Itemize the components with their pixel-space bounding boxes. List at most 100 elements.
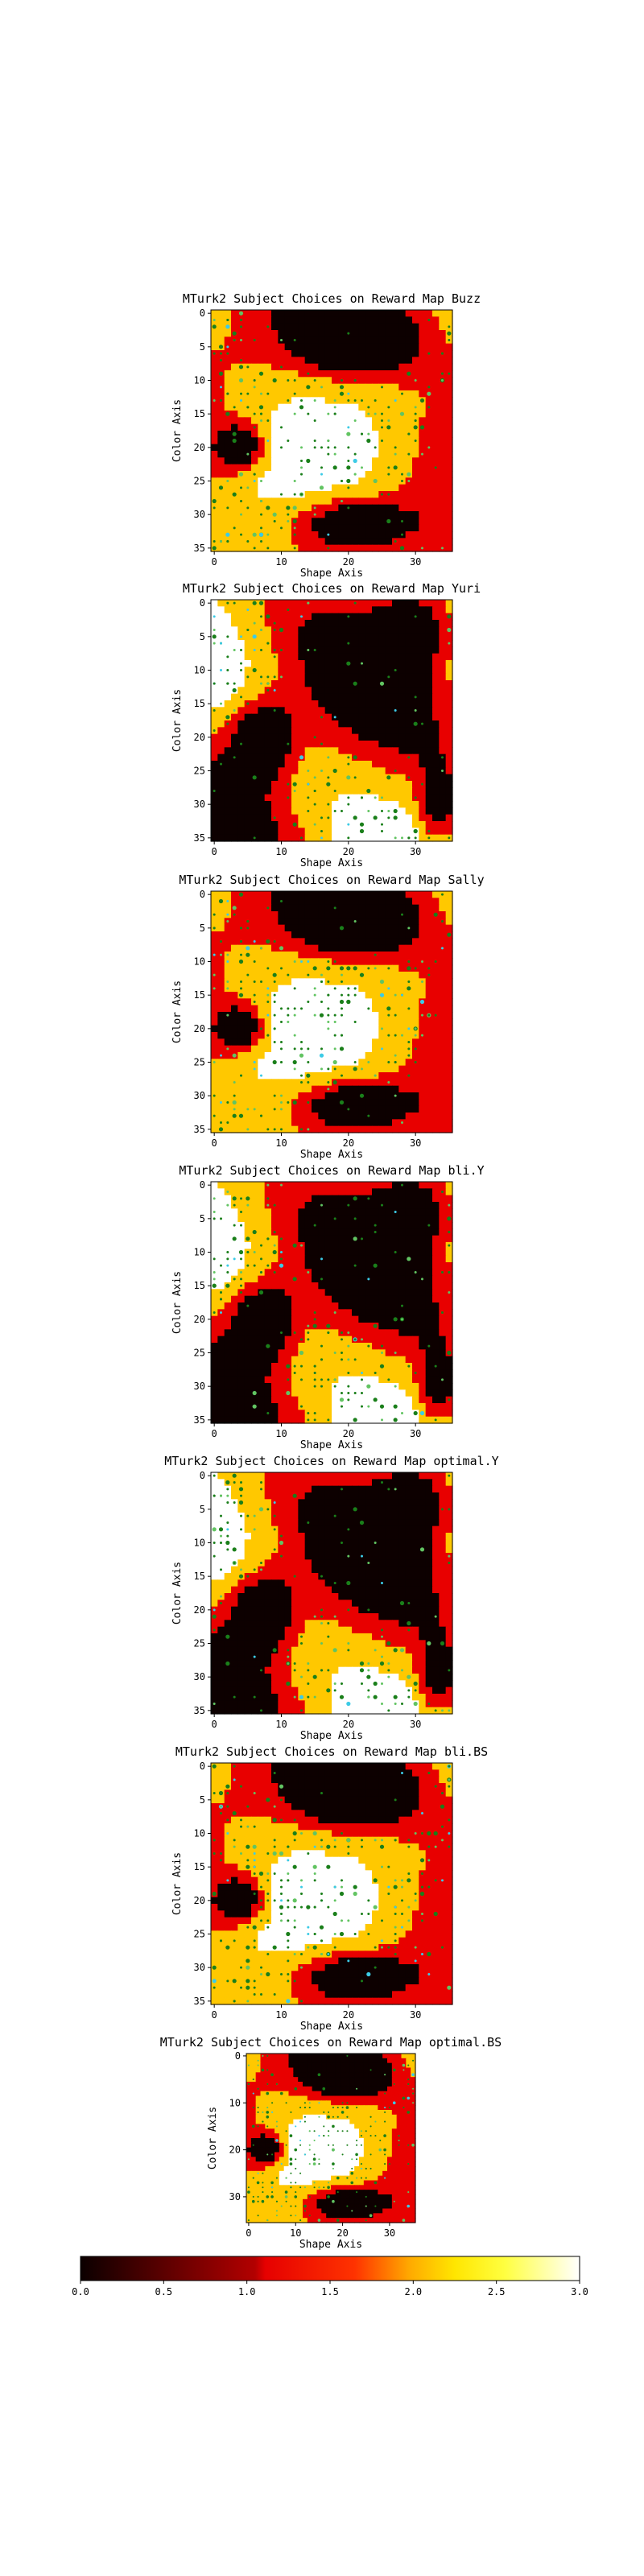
- heatmap-cell: [352, 978, 359, 986]
- heatmap-cell: [398, 1085, 407, 1093]
- heatmap-cell: [231, 1018, 238, 1026]
- heatmap-cell: [298, 924, 306, 932]
- heatmap-cell: [312, 794, 319, 802]
- heatmap-cell: [385, 828, 393, 836]
- choice-dot: [387, 810, 390, 812]
- heatmap-cell: [217, 673, 225, 681]
- heatmap-cell: [352, 1208, 359, 1216]
- heatmap-cell: [432, 727, 440, 735]
- heatmap-cell: [352, 511, 359, 518]
- heatmap-cell: [211, 998, 218, 1006]
- heatmap-cell: [258, 964, 266, 972]
- heatmap-cell: [291, 370, 299, 378]
- choice-dot: [407, 1074, 411, 1077]
- choice-dot: [220, 642, 222, 645]
- heatmap-cell: [271, 733, 279, 741]
- heatmap-cell: [211, 600, 218, 607]
- heatmap-cell: [398, 1105, 407, 1113]
- choice-dot: [273, 1027, 276, 1030]
- heatmap-cell: [385, 1182, 393, 1189]
- heatmap-cell: [291, 1188, 299, 1196]
- heatmap-cell: [251, 437, 258, 445]
- heatmap-cell: [237, 1092, 246, 1100]
- choice-dot: [213, 319, 216, 321]
- heatmap-cell: [217, 978, 225, 986]
- heatmap-cell: [312, 451, 319, 458]
- heatmap-cell: [412, 444, 419, 452]
- heatmap-cell: [439, 316, 447, 324]
- heatmap-cell: [312, 924, 319, 932]
- heatmap-cell: [358, 781, 366, 788]
- choice-dot: [307, 1128, 310, 1131]
- heatmap-cell: [231, 363, 238, 371]
- heatmap-cell: [365, 911, 373, 919]
- heatmap-cell: [425, 944, 433, 952]
- heatmap-cell: [378, 600, 386, 607]
- heatmap-cell: [439, 1045, 447, 1053]
- heatmap-cell: [224, 1215, 232, 1223]
- heatmap-cell: [345, 680, 353, 687]
- heatmap-cell: [298, 437, 306, 445]
- heatmap-cell: [338, 985, 346, 993]
- heatmap-cell: [419, 417, 427, 425]
- heatmap-cell: [217, 1072, 225, 1080]
- heatmap-cell: [271, 794, 279, 802]
- heatmap-cell: [419, 904, 427, 912]
- heatmap-cell: [258, 713, 266, 721]
- choice-dot: [226, 1047, 229, 1051]
- heatmap-cell: [224, 377, 232, 385]
- heatmap-cell: [217, 821, 225, 828]
- heatmap-cell: [318, 931, 326, 939]
- heatmap-cell: [439, 680, 447, 687]
- choice-dot: [240, 339, 242, 341]
- heatmap-cell: [392, 1113, 399, 1120]
- heatmap-cell: [217, 998, 225, 1006]
- plot-frame: [210, 599, 453, 842]
- heatmap-cell: [324, 336, 332, 345]
- choice-dot: [341, 1034, 343, 1037]
- heatmap-cell: [237, 1079, 246, 1087]
- choice-dot: [407, 986, 411, 991]
- heatmap-cell: [251, 613, 258, 621]
- heatmap-cell: [365, 761, 373, 768]
- heatmap-cell: [251, 1012, 258, 1019]
- heatmap-cell: [385, 437, 393, 445]
- heatmap-cell: [445, 733, 453, 741]
- heatmap-cell: [264, 1005, 272, 1013]
- heatmap-cell: [258, 931, 266, 939]
- heatmap-cell: [392, 323, 399, 331]
- heatmap-cell: [398, 985, 407, 993]
- heatmap-cell: [392, 801, 399, 808]
- heatmap-cell: [372, 323, 379, 331]
- heatmap-cell: [432, 511, 440, 518]
- heatmap-cell: [298, 680, 306, 687]
- heatmap-cell: [264, 1113, 272, 1120]
- heatmap-cell: [324, 680, 332, 687]
- heatmap-cell: [419, 653, 427, 661]
- heatmap-cell: [445, 787, 453, 795]
- heatmap-cell: [419, 484, 427, 492]
- heatmap-cell: [398, 787, 407, 795]
- choice-dot: [287, 1101, 290, 1104]
- heatmap-cell: [278, 700, 286, 708]
- heatmap-cell: [398, 958, 407, 966]
- choice-dot: [341, 980, 343, 983]
- heatmap-cell: [419, 680, 427, 687]
- heatmap-cell: [324, 767, 332, 775]
- heatmap-cell: [419, 931, 427, 939]
- heatmap-cell: [365, 330, 373, 337]
- choice-dot: [273, 649, 276, 651]
- choice-dot: [273, 621, 276, 625]
- choice-dot: [339, 926, 345, 931]
- heatmap-cell: [405, 693, 413, 701]
- heatmap-cell: [278, 693, 286, 701]
- heatmap-cell: [278, 633, 286, 641]
- heatmap-cell: [358, 1079, 366, 1087]
- choice-dot: [273, 675, 276, 679]
- heatmap-cell: [324, 357, 332, 365]
- heatmap-cell: [291, 1105, 299, 1113]
- heatmap-cell: [271, 397, 279, 405]
- heatmap-cell: [217, 451, 225, 458]
- choice-dot: [273, 689, 276, 691]
- choice-dot: [260, 392, 262, 395]
